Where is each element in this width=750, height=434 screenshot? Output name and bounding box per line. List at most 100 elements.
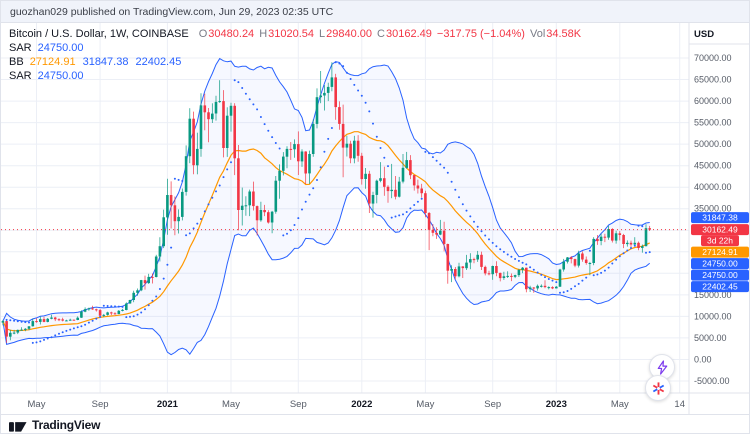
time-tick-label: 2022 bbox=[351, 399, 372, 410]
sar-dot bbox=[106, 305, 109, 307]
sar-dot bbox=[506, 253, 509, 256]
sar-dot bbox=[170, 246, 173, 249]
sar-dot bbox=[136, 313, 139, 316]
sar-dot bbox=[379, 147, 382, 149]
currency-label: USD bbox=[694, 29, 714, 40]
candle-body bbox=[360, 155, 364, 180]
sar-dot bbox=[570, 287, 573, 290]
sar-dot bbox=[360, 94, 363, 97]
candle-body bbox=[311, 123, 315, 154]
sar-dot bbox=[192, 227, 195, 230]
candle-body bbox=[35, 321, 38, 323]
sar-dot bbox=[20, 320, 23, 323]
sar-dot bbox=[559, 291, 561, 294]
sar-dot bbox=[517, 259, 520, 262]
sar-dot bbox=[390, 216, 393, 219]
sar-dot bbox=[312, 187, 315, 190]
legend: Bitcoin / U.S. Dollar, 1W, COINBASE O3048… bbox=[9, 27, 581, 83]
sar-dot bbox=[368, 110, 371, 113]
candle-body bbox=[442, 230, 446, 245]
price-badge-text: 22402.45 bbox=[702, 282, 738, 292]
sar-dot bbox=[323, 150, 326, 153]
sar-dot bbox=[200, 218, 202, 220]
candle-body bbox=[31, 321, 35, 327]
indicator-name[interactable]: SAR bbox=[9, 70, 32, 82]
ohlc-values: O30480.24 H31020.54 L29840.00 C30162.49 −317… bbox=[194, 28, 581, 40]
candle-body bbox=[248, 191, 251, 206]
sar-dot bbox=[144, 308, 146, 311]
sar-dot bbox=[398, 214, 401, 217]
candle-body bbox=[431, 229, 435, 233]
time-scale[interactable]: May Sep 2021 May Sep 2022 May Sep 2023 May 14 bbox=[1, 392, 750, 410]
candle-body bbox=[143, 280, 147, 284]
price-badge-text: 30162.49 bbox=[702, 225, 738, 235]
sar-dot bbox=[188, 232, 191, 235]
candle-body bbox=[162, 217, 165, 247]
indicator-name[interactable]: SAR bbox=[9, 42, 32, 54]
candle-body bbox=[584, 259, 588, 263]
sar-dot bbox=[372, 122, 374, 125]
sar-dot bbox=[203, 210, 206, 213]
candle-body bbox=[506, 275, 509, 277]
time-tick-label: Sep bbox=[484, 399, 501, 410]
tradingview-logo[interactable]: TradingView bbox=[9, 418, 100, 433]
candle-body bbox=[308, 154, 311, 174]
candle-body bbox=[341, 123, 345, 148]
price-badge-text: 3d 22h bbox=[707, 236, 733, 246]
candle-body bbox=[139, 280, 143, 291]
candle-body bbox=[188, 118, 192, 157]
candle-body bbox=[113, 313, 117, 315]
sar-dot bbox=[375, 135, 378, 138]
time-tick-label: Sep bbox=[92, 399, 109, 410]
candle-body bbox=[513, 275, 517, 277]
candle-body bbox=[599, 236, 603, 241]
candle-body bbox=[439, 230, 442, 235]
sar-dot bbox=[525, 263, 528, 266]
candle-body bbox=[319, 95, 322, 98]
sar-dot bbox=[465, 209, 468, 212]
candle-body bbox=[259, 210, 263, 221]
candle-body bbox=[27, 326, 31, 329]
candle-body bbox=[633, 242, 637, 245]
candle-body bbox=[446, 244, 450, 271]
sar-dot bbox=[80, 325, 83, 328]
sar-dot bbox=[551, 279, 554, 282]
candle-body bbox=[502, 276, 506, 278]
sar-dot bbox=[626, 249, 629, 252]
candle-body bbox=[207, 112, 210, 120]
sar-dot bbox=[592, 274, 595, 277]
sar-dot bbox=[529, 266, 532, 269]
candle-body bbox=[558, 269, 562, 287]
indicator-name[interactable]: BB bbox=[9, 56, 24, 68]
reaction-button[interactable] bbox=[645, 375, 671, 401]
sar-dot bbox=[16, 320, 19, 323]
bb-lower-line bbox=[2, 187, 651, 356]
time-tick-label: May bbox=[28, 399, 46, 410]
sar-dot bbox=[263, 123, 266, 126]
sar-dot bbox=[222, 176, 225, 179]
candle-body bbox=[386, 186, 390, 192]
symbol-title[interactable]: Bitcoin / U.S. Dollar, 1W, COINBASE bbox=[9, 28, 189, 40]
price-badge-text: 24750.00 bbox=[702, 270, 738, 280]
candle-body bbox=[371, 195, 375, 204]
candle-body bbox=[420, 188, 423, 194]
sar-dot bbox=[274, 142, 277, 144]
candle-body bbox=[95, 309, 98, 311]
sar-dot bbox=[155, 295, 158, 298]
sar-dot bbox=[488, 238, 490, 241]
bb-upper-line bbox=[2, 57, 650, 322]
price-badge-bb-lower bbox=[691, 281, 749, 293]
price-chart[interactable]: USD 70000.00 65000.00 60000.00 55000.00 50000… bbox=[1, 23, 750, 414]
candle-body bbox=[72, 319, 76, 321]
candle-body bbox=[409, 160, 412, 176]
candle-body bbox=[128, 300, 132, 304]
sar-dot bbox=[521, 261, 524, 264]
sar-dot bbox=[330, 127, 333, 129]
candle-body bbox=[469, 259, 472, 263]
price-badge-bb-basis bbox=[691, 246, 749, 258]
candle-body bbox=[106, 312, 109, 315]
indicator-value: 22402.45 bbox=[135, 56, 182, 68]
sar-dot bbox=[207, 203, 210, 206]
candle-body bbox=[57, 319, 61, 321]
candle-body bbox=[573, 259, 577, 266]
